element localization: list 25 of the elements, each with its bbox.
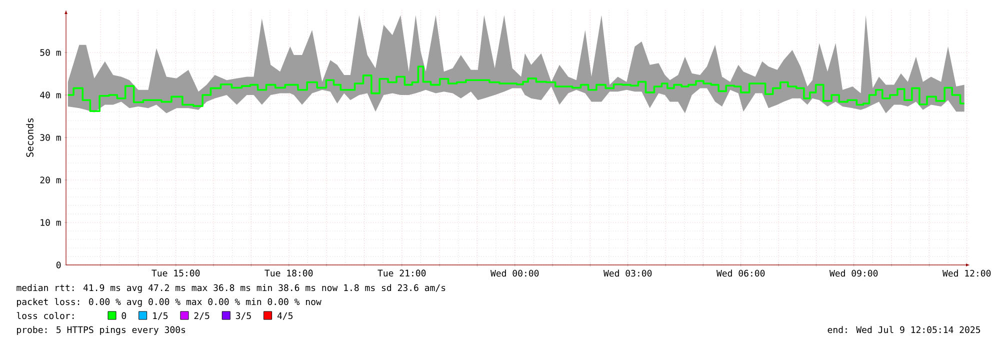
y-tick-label: 40 m <box>40 92 61 98</box>
x-tick-label: Tue 15:00 <box>152 270 200 276</box>
legend-label: 2/5 <box>194 312 210 320</box>
y-tick-label: 10 m <box>40 219 61 226</box>
text: end: Wed Jul 9 12:05:14 2025 <box>828 326 980 334</box>
text: packet loss: 0.00 % avg 0.00 % max 0.00 % min 0.00 % now <box>17 298 322 307</box>
legend-label: 3/5 <box>236 312 251 320</box>
text: median rtt: 41.9 ms avg 47.2 ms max 36.8 ms min 38.6 ms now 1.8 ms sd 23.6 am/s <box>16 284 446 293</box>
x-tick-label: Tue 21:00 <box>378 270 426 276</box>
y-tick-label: 0 <box>56 262 61 268</box>
x-tick-label: Wed 09:00 <box>829 270 878 277</box>
x-tick-label: Wed 03:00 <box>603 270 652 277</box>
y-tick-label: 50 m <box>40 49 61 56</box>
legend-title: loss color: <box>16 312 74 320</box>
y-tick-label: 30 m <box>40 134 61 141</box>
x-tick-label: Tue 18:00 <box>264 270 313 276</box>
x-tick-label: Wed 06:00 <box>716 270 765 277</box>
x-tick-label: Wed 00:00 <box>490 270 539 277</box>
text: probe: 5 HTTPS pings every 300s <box>17 326 186 335</box>
y-axis-title: Seconds <box>26 118 34 157</box>
legend-label: 0 <box>122 312 126 320</box>
legend-label: 1/5 <box>153 312 168 320</box>
legend-label: 4/5 <box>277 312 293 320</box>
x-tick-label: Wed 12:00 <box>942 270 991 277</box>
y-tick-label: 20 m <box>40 176 61 184</box>
